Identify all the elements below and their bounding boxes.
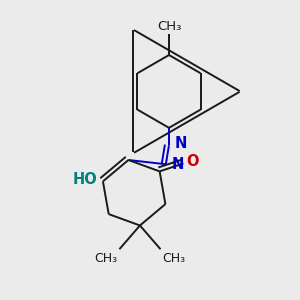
Text: HO: HO bbox=[73, 172, 97, 187]
Text: CH₃: CH₃ bbox=[157, 20, 181, 34]
Text: CH₃: CH₃ bbox=[95, 252, 118, 266]
Text: O: O bbox=[186, 154, 198, 169]
Text: CH₃: CH₃ bbox=[162, 252, 185, 266]
Text: N: N bbox=[172, 158, 184, 172]
Text: N: N bbox=[175, 136, 187, 151]
